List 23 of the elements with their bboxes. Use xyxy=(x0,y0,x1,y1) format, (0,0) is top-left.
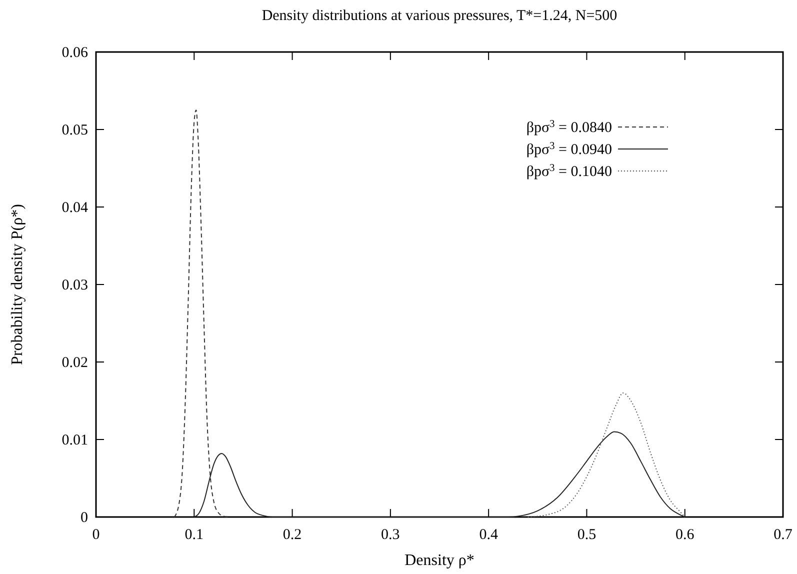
x-tick-label: 0.2 xyxy=(282,527,302,543)
y-tick-label: 0.02 xyxy=(62,355,88,371)
legend-label: βpσ$^{3}$ = 0.1040 xyxy=(526,162,612,180)
x-tick-label: 0.7 xyxy=(774,527,793,543)
x-tick-label: 0.5 xyxy=(577,527,596,543)
y-tick-label: 0.04 xyxy=(62,200,88,216)
x-tick-label: 0.3 xyxy=(381,527,400,543)
legend-label: βpσ$^{3}$ = 0.0940 xyxy=(526,140,612,158)
line-series xyxy=(194,431,686,518)
chart-title: Density distributions at various pressures, T*=1.24, N=500 xyxy=(262,8,618,24)
x-tick-label: 0 xyxy=(92,527,100,543)
line-series xyxy=(527,392,686,518)
x-tick-label: 0.6 xyxy=(675,527,695,543)
y-tick-label: 0.06 xyxy=(62,45,88,61)
y-tick-label: 0.01 xyxy=(62,432,88,448)
x-tick-label: 0.1 xyxy=(184,527,204,543)
legend-label: βpσ$^{3}$ = 0.0840 xyxy=(526,118,612,136)
y-axis-title: Probability density P(ρ*) xyxy=(9,204,26,365)
x-axis-title: Density ρ* xyxy=(404,552,474,569)
y-tick-label: 0.05 xyxy=(62,122,88,138)
x-tick-label: 0.4 xyxy=(479,527,498,543)
y-tick-label: 0 xyxy=(80,510,88,526)
y-tick-label: 0.03 xyxy=(62,278,88,294)
